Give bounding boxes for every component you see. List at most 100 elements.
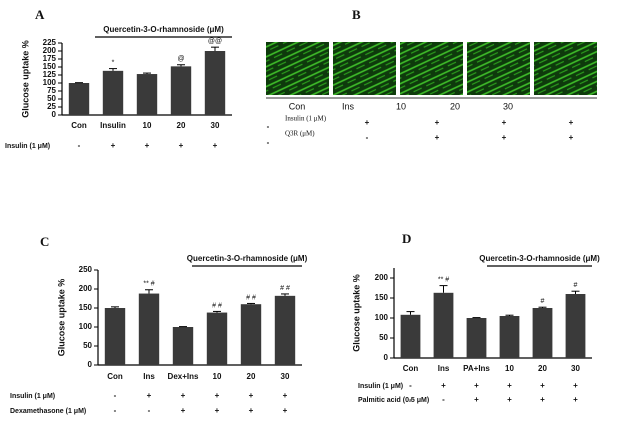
condition-sign: + — [249, 406, 254, 415]
panel-label: B — [352, 7, 361, 22]
bar — [565, 294, 586, 358]
condition-sign: + — [435, 118, 440, 127]
condition-sign: + — [365, 118, 370, 127]
bar — [206, 312, 228, 365]
bar — [274, 295, 296, 365]
condition-sign: - — [114, 391, 117, 400]
significance-label: ** # — [438, 276, 449, 283]
lane-label: Ins — [342, 101, 355, 111]
condition-sign: - — [267, 138, 270, 147]
condition-sign: + — [147, 391, 152, 400]
y-tick-label: 200 — [79, 284, 93, 293]
x-tick-label: Ins — [143, 372, 155, 381]
micrograph — [534, 42, 597, 95]
condition-label: Insulin (1 μM) — [5, 143, 50, 150]
condition-label: Insulin (1 μM) — [285, 115, 327, 123]
bracket-label: Quercetin-3-O-rhamnoside (μM) — [479, 254, 600, 263]
x-tick-label: 30 — [211, 121, 220, 130]
x-tick-label: 20 — [177, 121, 186, 130]
condition-sign: - — [114, 406, 117, 415]
x-tick-label: Con — [403, 364, 419, 373]
y-axis-label: Glucose uptake % — [20, 40, 30, 118]
micrograph — [266, 42, 329, 95]
condition-sign: + — [215, 406, 220, 415]
x-tick-label: 10 — [505, 364, 514, 373]
y-tick-label: 0 — [52, 110, 57, 119]
bar — [172, 327, 194, 365]
lane-label: Con — [289, 101, 306, 111]
condition-label: Insulin (1 μM) — [10, 393, 55, 400]
micrograph-strip — [266, 42, 597, 99]
condition-sign: + — [569, 133, 574, 142]
x-tick-label: 20 — [247, 372, 256, 381]
condition-label: Dexamethasone (1 μM) — [10, 408, 86, 415]
significance-label: * — [112, 59, 115, 66]
micrograph — [333, 42, 396, 95]
condition-sign: + — [507, 395, 512, 404]
condition-label: Insulin (1 μM) — [358, 383, 403, 390]
y-tick-label: 50 — [47, 94, 56, 103]
panel-label: A — [35, 7, 45, 22]
condition-sign: + — [540, 381, 545, 390]
x-tick-label: Ins — [438, 364, 450, 373]
significance-label: @ — [177, 56, 184, 63]
condition-label: Q3R (μM) — [285, 130, 315, 138]
condition-sign: - — [442, 395, 445, 404]
y-tick-label: 150 — [375, 293, 389, 302]
condition-sign: - — [267, 122, 270, 131]
condition-sign: + — [502, 118, 507, 127]
condition-sign: + — [507, 381, 512, 390]
condition-sign: - — [409, 381, 412, 390]
x-tick-label: Con — [71, 121, 87, 130]
y-tick-label: 150 — [79, 303, 93, 312]
condition-sign: - — [366, 133, 369, 142]
y-tick-label: 75 — [47, 86, 56, 95]
y-axis-label: Glucose uptake % — [351, 274, 361, 352]
panel-label: D — [402, 231, 411, 246]
bar — [466, 318, 487, 358]
condition-sign: + — [145, 141, 150, 150]
y-tick-label: 50 — [83, 341, 92, 350]
bar — [136, 74, 158, 115]
significance-label: # — [541, 298, 545, 305]
bar — [499, 316, 520, 358]
y-axis-label: Glucose uptake % — [56, 279, 66, 357]
condition-sign: + — [474, 395, 479, 404]
x-tick-label: 20 — [538, 364, 547, 373]
y-tick-label: 225 — [43, 38, 57, 47]
bar — [240, 304, 262, 365]
x-tick-label: 30 — [281, 372, 290, 381]
condition-sign: + — [502, 133, 507, 142]
y-tick-label: 50 — [379, 333, 388, 342]
condition-label: Palmitic acid (0.5 μM) — [358, 397, 429, 404]
y-tick-label: 25 — [47, 102, 56, 111]
condition-sign: + — [181, 406, 186, 415]
lane-label: 10 — [396, 101, 406, 111]
bracket-label: Quercetin-3-O-rhamnoside (μM) — [103, 25, 224, 34]
lane-label: 20 — [450, 101, 460, 111]
condition-sign: + — [573, 395, 578, 404]
y-tick-label: 200 — [375, 273, 389, 282]
condition-sign: + — [215, 391, 220, 400]
x-tick-label: 10 — [143, 121, 152, 130]
panel-label: C — [40, 234, 49, 249]
significance-label: @@ — [208, 38, 222, 45]
condition-sign: + — [213, 141, 218, 150]
bar — [68, 83, 90, 115]
y-tick-label: 100 — [79, 322, 93, 331]
y-tick-label: 200 — [43, 46, 57, 55]
y-tick-label: 0 — [384, 353, 389, 362]
condition-sign: - — [409, 395, 412, 404]
condition-sign: + — [474, 381, 479, 390]
significance-label: # # — [280, 285, 290, 292]
condition-sign: + — [569, 118, 574, 127]
x-tick-label: Insulin — [100, 121, 126, 130]
x-tick-label: Dex+Ins — [168, 372, 199, 381]
condition-sign: + — [441, 381, 446, 390]
x-tick-label: 10 — [213, 372, 222, 381]
y-tick-label: 125 — [43, 70, 57, 79]
condition-sign: + — [283, 391, 288, 400]
bar — [433, 292, 454, 358]
condition-sign: + — [179, 141, 184, 150]
